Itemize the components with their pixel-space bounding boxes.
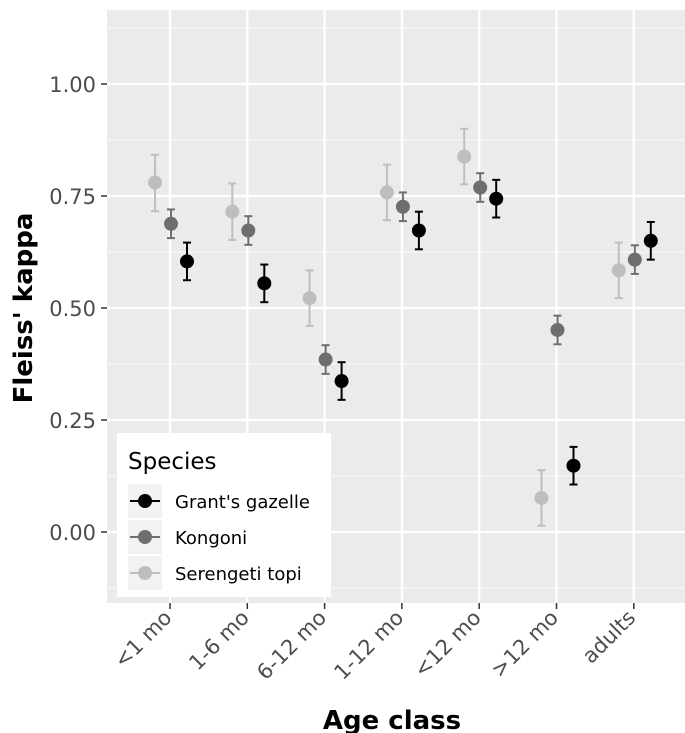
data-point bbox=[411, 223, 426, 238]
data-point bbox=[379, 185, 394, 200]
data-point-group bbox=[566, 445, 581, 486]
legend-key-point bbox=[138, 494, 152, 508]
data-point-group bbox=[302, 269, 317, 327]
data-point bbox=[241, 223, 256, 238]
x-tick-label: 1-6 mo bbox=[184, 606, 253, 675]
data-point bbox=[148, 175, 162, 190]
data-point-group bbox=[643, 220, 658, 261]
legend-label: Serengeti topi bbox=[175, 564, 302, 585]
x-tick-label: adults bbox=[578, 606, 641, 669]
data-marks bbox=[148, 127, 658, 527]
x-tick-label: <12 mo bbox=[409, 606, 486, 683]
y-axis-title: Fleiss' kappa bbox=[9, 213, 39, 404]
data-point-group bbox=[379, 163, 394, 222]
legend-label: Grant's gazelle bbox=[175, 492, 310, 513]
data-point bbox=[643, 233, 658, 248]
data-point-group bbox=[457, 127, 472, 186]
legend-items: Grant's gazelle Kongoni Serengeti topi bbox=[128, 484, 310, 590]
legend-key-point bbox=[138, 566, 152, 580]
data-point bbox=[318, 352, 333, 367]
x-tick-label: >12 mo bbox=[486, 606, 563, 683]
data-point-group bbox=[550, 314, 565, 346]
data-point bbox=[257, 276, 272, 291]
y-tick-label: 0.50 bbox=[49, 297, 96, 321]
data-point bbox=[534, 490, 549, 505]
data-point-group bbox=[611, 241, 626, 300]
data-point-group bbox=[148, 153, 162, 213]
data-point bbox=[611, 263, 626, 278]
data-point-group bbox=[334, 361, 349, 401]
legend: Species Grant's gazelle Kongoni Serengeti … bbox=[117, 433, 331, 597]
x-axis-ticks: <1 mo 1-6 mo6-12 mo1-12 mo <12 mo >12 mo adu… bbox=[109, 603, 640, 685]
data-point-group bbox=[164, 208, 178, 240]
x-axis-title: Age class bbox=[323, 706, 461, 733]
x-tick-label: <1 mo bbox=[109, 606, 176, 673]
y-tick-label: 0.00 bbox=[49, 521, 96, 545]
data-point-group bbox=[241, 215, 256, 246]
data-point bbox=[302, 291, 317, 306]
y-tick-label: 0.25 bbox=[49, 409, 96, 433]
x-tick-label: 6-12 mo bbox=[252, 606, 331, 685]
legend-title: Species bbox=[128, 449, 217, 475]
data-point bbox=[180, 254, 194, 269]
legend-item: Grant's gazelle bbox=[128, 484, 310, 518]
data-point-group bbox=[318, 344, 333, 375]
data-point-group bbox=[489, 178, 504, 219]
data-point-group bbox=[180, 241, 194, 282]
data-point bbox=[334, 374, 349, 389]
legend-key-point bbox=[138, 530, 152, 544]
data-point-group bbox=[534, 469, 549, 527]
data-point-group bbox=[627, 244, 642, 275]
data-point bbox=[225, 204, 240, 219]
legend-item: Kongoni bbox=[128, 520, 247, 554]
y-tick-label: 0.75 bbox=[49, 185, 96, 209]
data-point-group bbox=[257, 263, 272, 304]
data-point bbox=[164, 216, 178, 231]
legend-item: Serengeti topi bbox=[128, 556, 302, 590]
data-point bbox=[627, 252, 642, 267]
data-point-group bbox=[473, 172, 488, 203]
x-tick-label: 1-12 mo bbox=[329, 606, 408, 685]
data-point bbox=[566, 458, 581, 473]
data-point bbox=[395, 199, 410, 214]
y-tick-label: 1.00 bbox=[49, 73, 96, 97]
legend-label: Kongoni bbox=[175, 528, 247, 549]
y-axis-ticks: 0.00 0.25 0.50 0.75 1.00 bbox=[49, 73, 107, 545]
data-point bbox=[473, 180, 488, 195]
data-point bbox=[489, 191, 504, 206]
data-point bbox=[550, 322, 565, 337]
data-point-group bbox=[395, 191, 410, 223]
major-gridlines bbox=[107, 10, 685, 603]
data-point-group bbox=[225, 182, 240, 241]
data-point-group bbox=[411, 210, 426, 251]
data-point bbox=[457, 149, 472, 164]
